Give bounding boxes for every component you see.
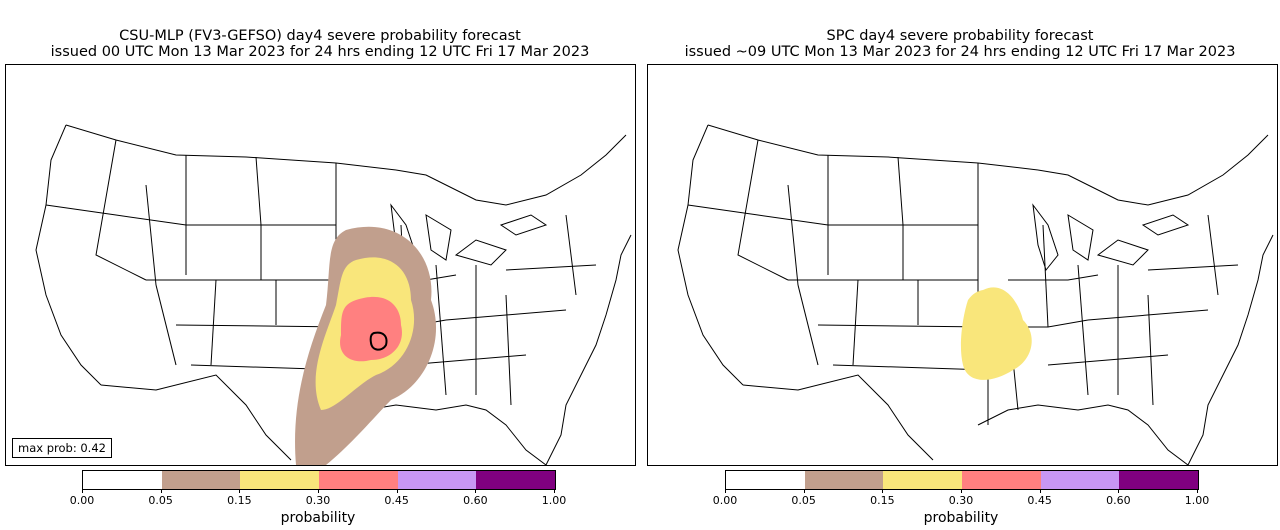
colorbar-tick (160, 489, 162, 493)
colorbar-tick-label: 0.45 (384, 494, 409, 507)
csu-probability-contours (295, 226, 437, 465)
colorbar-tick-label: 0.30 (948, 494, 974, 507)
colorbar-segment (1119, 471, 1198, 489)
basemap (677, 124, 1274, 465)
left-title-line1: CSU-MLP (FV3-GEFSO) day4 severe probabil… (119, 28, 521, 44)
colorbar-segment (397, 471, 477, 489)
right-colorbar: probability 0.00 0.05 0.15 0.30 0.45 0.60 1.00 (713, 470, 1209, 530)
colorbar-tick (396, 489, 398, 493)
colorbar-tick-label: 0.00 (712, 494, 738, 507)
colorbar-tick (475, 489, 477, 493)
colorbar-tick (725, 489, 726, 493)
left-colorbar-label: probability (280, 510, 356, 526)
csu-max-contour (369, 331, 388, 351)
colorbar-segment (726, 471, 805, 489)
right-map (647, 64, 1278, 466)
right-map-svg (677, 124, 1274, 465)
colorbar-segment (961, 471, 1041, 489)
colorbar-tick (318, 489, 319, 493)
colorbar-segment (476, 471, 555, 489)
left-title: CSU-MLP (FV3-GEFSO) day4 severe probabil… (0, 28, 640, 60)
colorbar-tick (882, 489, 884, 493)
left-map-svg (35, 124, 632, 465)
colorbar-tick-label: 0.60 (463, 494, 488, 507)
colorbar-tick-label: 0.30 (305, 494, 331, 507)
colorbar-tick (239, 489, 241, 493)
colorbar-tick-label: 0.00 (69, 494, 95, 507)
right-colorbar-label: probability (923, 510, 999, 526)
colorbar-tick (803, 489, 805, 493)
right-title: SPC day4 severe probability forecast iss… (640, 28, 1280, 60)
colorbar-tick (1197, 489, 1198, 493)
colorbar-segment (318, 471, 398, 489)
right-title-line1: SPC day4 severe probability forecast (826, 28, 1094, 44)
colorbar-tick-label: 1.00 (1184, 494, 1210, 507)
colorbar-segment (240, 471, 319, 489)
colorbar-tick-label: 1.00 (541, 494, 567, 507)
spc-prob-0.15-area (960, 287, 1032, 380)
colorbar-tick-label: 0.45 (1027, 494, 1052, 507)
left-title-line2: issued 00 UTC Mon 13 Mar 2023 for 24 hrs… (50, 44, 590, 60)
colorbar-tick-label: 0.05 (791, 494, 816, 507)
colorbar-tick-label: 0.05 (148, 494, 173, 507)
colorbar-segment (1040, 471, 1120, 489)
max-prob-box: max prob: 0.42 (12, 438, 112, 458)
colorbar-tick (554, 489, 555, 493)
left-colorbar: probability 0.00 0.05 0.15 0.30 0.45 0.60 1.00 (70, 470, 566, 530)
colorbar-segment (83, 471, 162, 489)
colorbar-segment (883, 471, 962, 489)
colorbar-tick (82, 489, 83, 493)
colorbar-segment (804, 471, 884, 489)
right-title-line2: issued ~09 UTC Mon 13 Mar 2023 for 24 hr… (684, 44, 1236, 60)
colorbar-tick (961, 489, 962, 493)
colorbar-tick-label: 0.15 (870, 494, 895, 507)
left-colorbar-bar (82, 470, 556, 490)
right-colorbar-bar (725, 470, 1199, 490)
colorbar-segment (161, 471, 241, 489)
csu-prob-0.30-area (340, 296, 402, 362)
colorbar-tick-label: 0.15 (227, 494, 252, 507)
colorbar-tick-label: 0.60 (1106, 494, 1131, 507)
colorbar-tick (1039, 489, 1041, 493)
colorbar-tick (1118, 489, 1120, 493)
left-map: max prob: 0.42 (5, 64, 636, 466)
